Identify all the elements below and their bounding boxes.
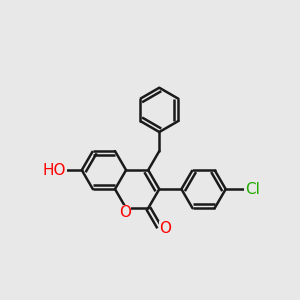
Text: HO: HO [42, 163, 66, 178]
Text: O: O [160, 221, 172, 236]
Text: O: O [119, 205, 131, 220]
Text: Cl: Cl [245, 182, 260, 196]
